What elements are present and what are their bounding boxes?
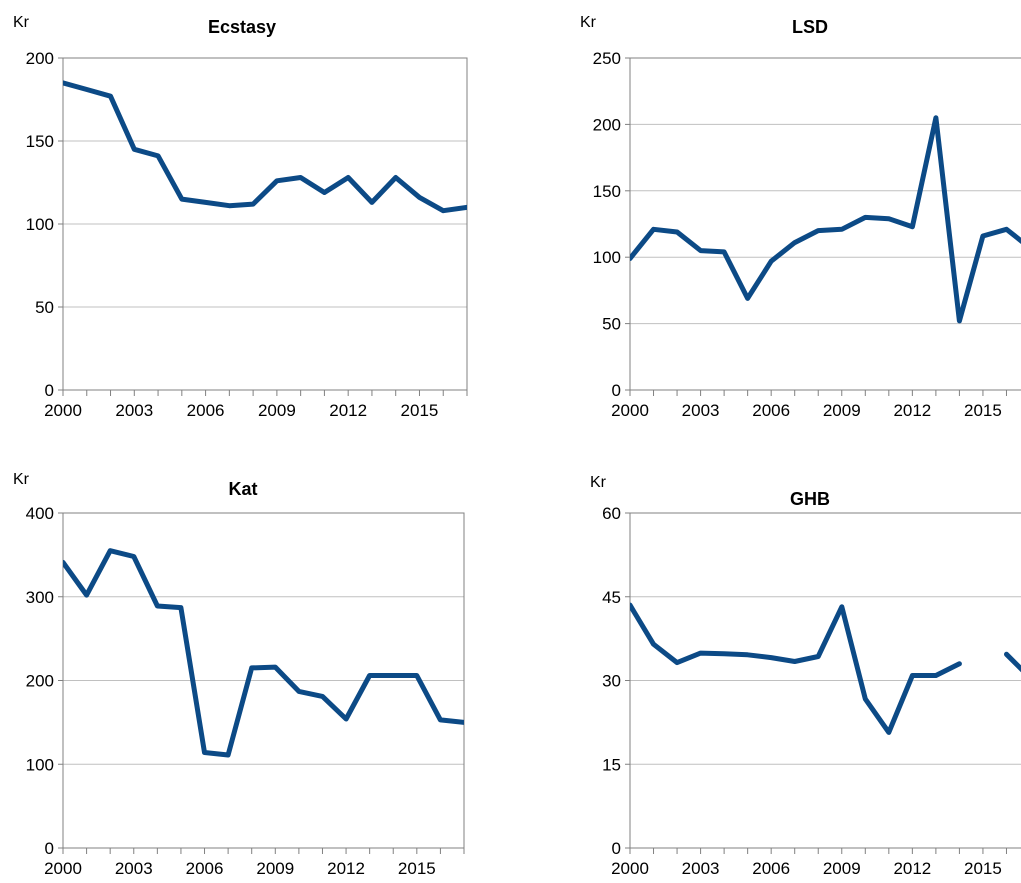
lsd-y-tick-label: 250: [593, 49, 621, 68]
kat-y-tick-label: 300: [26, 588, 54, 607]
kat-series-line: [63, 548, 464, 758]
lsd-y-tick-label: 50: [602, 315, 621, 334]
ecstasy-x-tick-label: 2012: [329, 401, 367, 420]
kat-x-tick-label: 2015: [398, 859, 436, 878]
lsd-y-tick-label: 200: [593, 115, 621, 134]
ecstasy-y-tick-label: 0: [45, 381, 54, 400]
lsd-x-tick-label: 2000: [611, 401, 649, 420]
ghb-x-tick-label: 2015: [964, 859, 1002, 878]
kat-x-tick-label: 2006: [186, 859, 224, 878]
ecstasy-series-line: [63, 80, 467, 214]
kat-x-tick-label: 2009: [256, 859, 294, 878]
ecstasy-y-tick-label: 200: [26, 49, 54, 68]
ecstasy-chart-title: Ecstasy: [208, 17, 276, 37]
kat-x-tick-label: 2012: [327, 859, 365, 878]
kat-y-tick-label: 400: [26, 504, 54, 523]
kat-x-tick-label: 2003: [115, 859, 153, 878]
lsd-plot-frame: [629, 57, 1021, 391]
lsd-chart-title: LSD: [792, 17, 828, 37]
ecstasy-x-tick-label: 2000: [44, 401, 82, 420]
kat-y-tick-label: 0: [45, 839, 54, 858]
lsd-x-tick-label: 2006: [752, 401, 790, 420]
kat-unit-label: Kr: [13, 471, 30, 488]
ghb-x-tick-label: 2000: [611, 859, 649, 878]
ghb-chart-title: GHB: [790, 489, 830, 509]
ghb-x-tick-label: 2009: [823, 859, 861, 878]
ecstasy-y-tick-label: 50: [35, 298, 54, 317]
kat-y-tick-label: 200: [26, 672, 54, 691]
lsd-x-tick-label: 2009: [823, 401, 861, 420]
lsd-y-tick-label: 150: [593, 182, 621, 201]
lsd-y-tick-label: 0: [612, 381, 621, 400]
ghb-y-tick-label: 30: [602, 672, 621, 691]
ghb-y-tick-label: 45: [602, 588, 621, 607]
ghb-unit-label: Kr: [590, 474, 607, 491]
ghb-y-tick-label: 60: [602, 504, 621, 523]
kat-chart-title: Kat: [228, 479, 257, 499]
ghb-x-tick-label: 2006: [752, 859, 790, 878]
lsd-unit-label: Kr: [580, 14, 597, 31]
kat-x-tick-label: 2000: [44, 859, 82, 878]
lsd-x-tick-label: 2003: [682, 401, 720, 420]
ghb-x-tick-label: 2003: [682, 859, 720, 878]
ghb-y-tick-label: 0: [612, 839, 621, 858]
ghb-series-line: [630, 602, 1021, 735]
ecstasy-x-tick-label: 2015: [401, 401, 439, 420]
ecstasy-x-tick-label: 2009: [258, 401, 296, 420]
ecstasy-y-tick-label: 150: [26, 132, 54, 151]
ecstasy-unit-label: Kr: [13, 14, 30, 31]
lsd-y-tick-label: 100: [593, 248, 621, 267]
ghb-y-tick-label: 15: [602, 755, 621, 774]
lsd-x-tick-label: 2015: [964, 401, 1002, 420]
lsd-series-line: [630, 115, 1021, 324]
ecstasy-x-tick-label: 2003: [115, 401, 153, 420]
kat-y-tick-label: 100: [26, 755, 54, 774]
lsd-x-tick-label: 2012: [893, 401, 931, 420]
ghb-x-tick-label: 2012: [893, 859, 931, 878]
ecstasy-x-tick-label: 2006: [187, 401, 225, 420]
ecstasy-y-tick-label: 100: [26, 215, 54, 234]
